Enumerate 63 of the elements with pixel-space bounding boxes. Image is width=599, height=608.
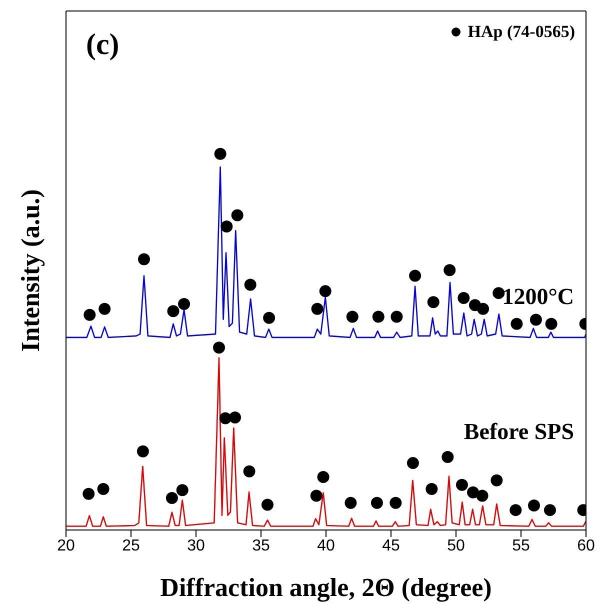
point xyxy=(370,496,383,509)
point xyxy=(136,445,149,458)
point xyxy=(442,451,454,464)
point xyxy=(263,312,276,324)
point xyxy=(458,292,470,304)
x-tick-label: 30 xyxy=(187,537,205,554)
point xyxy=(476,490,488,502)
point xyxy=(406,457,419,470)
x-tick-label: 35 xyxy=(252,537,270,554)
point xyxy=(214,148,226,160)
point xyxy=(311,302,324,315)
point xyxy=(510,318,523,330)
point xyxy=(310,490,322,502)
point xyxy=(344,496,357,509)
point xyxy=(319,285,332,298)
x-tick-label: 60 xyxy=(577,537,595,554)
point xyxy=(545,318,558,330)
point xyxy=(492,287,505,300)
legend-label: HAp (74-0565) xyxy=(468,22,575,42)
series-label: 1200°C xyxy=(502,284,574,310)
y-axis-title: Intensity (a.u.) xyxy=(16,189,46,352)
text: (c) xyxy=(86,28,120,62)
point xyxy=(372,310,384,323)
point xyxy=(220,220,233,232)
point xyxy=(390,310,403,323)
point xyxy=(243,465,256,478)
point xyxy=(427,296,440,308)
x-tick-label: 20 xyxy=(57,537,75,554)
point xyxy=(444,264,456,276)
point xyxy=(82,488,95,500)
point xyxy=(490,474,503,486)
x-tick-label: 45 xyxy=(382,537,400,554)
series-label: Before SPS xyxy=(464,418,574,444)
point xyxy=(544,504,556,516)
point xyxy=(231,209,244,222)
point xyxy=(178,298,190,310)
point xyxy=(317,470,330,483)
point xyxy=(262,498,274,511)
point xyxy=(244,278,256,291)
point xyxy=(409,270,422,282)
x-tick-label: 40 xyxy=(317,537,335,554)
point xyxy=(510,504,522,516)
point xyxy=(176,484,188,496)
point xyxy=(138,253,150,266)
point xyxy=(426,483,438,496)
x-axis-title: Diffraction angle, 2Θ (degree) xyxy=(160,573,492,602)
point xyxy=(97,483,110,496)
point xyxy=(530,314,542,326)
point xyxy=(229,412,241,424)
x-tick-label: 25 xyxy=(122,537,140,554)
point xyxy=(467,486,480,498)
point xyxy=(346,310,358,323)
point xyxy=(84,308,96,321)
point xyxy=(167,305,180,318)
point xyxy=(98,302,111,315)
point xyxy=(213,342,226,354)
point xyxy=(528,500,540,512)
point xyxy=(456,478,468,491)
x-tick-label: 50 xyxy=(447,537,465,554)
point xyxy=(166,492,178,504)
x-tick-label: 55 xyxy=(512,537,530,554)
point xyxy=(390,496,402,509)
point xyxy=(477,302,490,315)
